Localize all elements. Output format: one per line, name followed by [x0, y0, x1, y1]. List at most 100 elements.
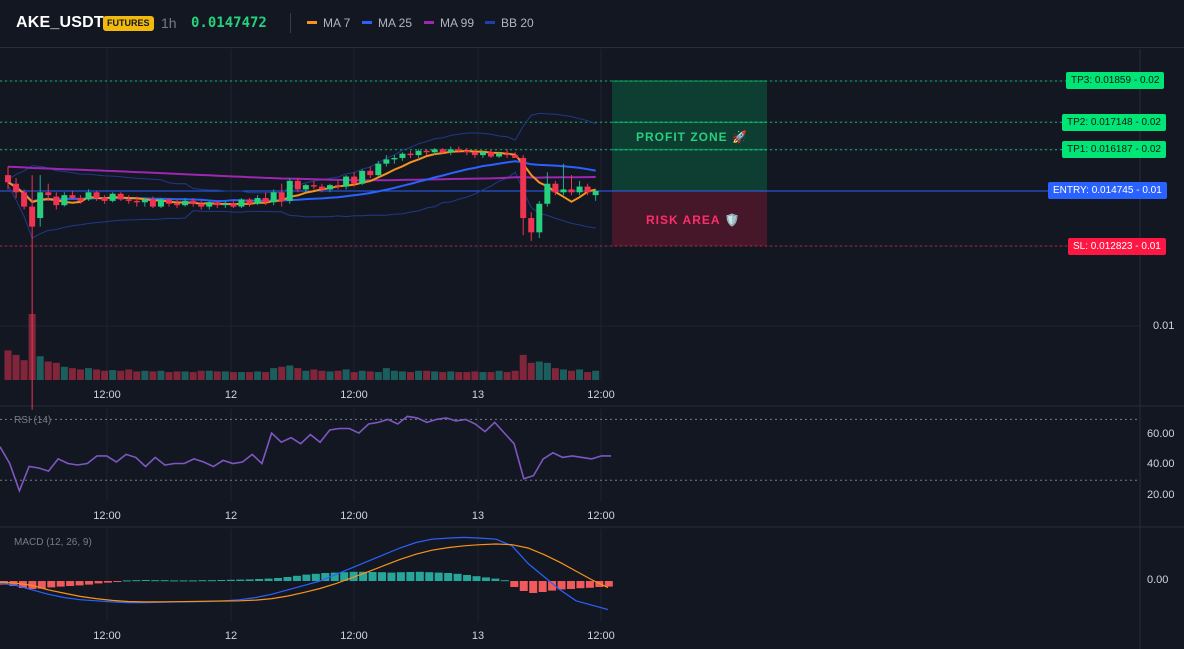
candle-body [262, 198, 269, 203]
candle-body [5, 175, 11, 183]
candle-body [455, 149, 462, 151]
candle-body [560, 189, 567, 193]
timeframe-label[interactable]: 1h [161, 15, 177, 31]
tp2-axis-value: 0.02 [1141, 117, 1161, 128]
macd-hist-bar [349, 571, 358, 581]
candle-body [431, 149, 438, 153]
macd-hist-bar [66, 581, 75, 586]
macd-hist-bar [472, 576, 481, 581]
rsi-title: RSI (14) [14, 415, 52, 426]
macd-hist-bar [151, 580, 160, 582]
volume-bar [262, 372, 270, 380]
macd-time-label: 12:00 [340, 630, 368, 642]
candle-body [512, 155, 519, 158]
macd-hist-bar [567, 581, 575, 589]
macd-hist-bar [444, 573, 453, 581]
macd-hist-bar [529, 581, 538, 593]
tp1-label: TP1: 0.016187 - 0.02 [1062, 141, 1166, 158]
candle-body [21, 192, 28, 207]
volume-bar [237, 372, 245, 380]
volume-bar [535, 361, 543, 380]
volume-bar [568, 370, 575, 380]
rsi-time-label: 12 [224, 510, 238, 522]
rsi-time-label: 12:00 [340, 510, 368, 522]
legend-ma7[interactable]: MA 7 [307, 16, 350, 30]
tp3-label-text: TP3: 0.01859 [1071, 75, 1132, 86]
volume-bar [423, 370, 431, 380]
macd-hist-bar [359, 571, 368, 581]
candle-body [488, 152, 494, 157]
tp3-axis-value: 0.02 [1139, 75, 1160, 86]
risk-area-label: RISK AREA 🛡️ [646, 213, 741, 227]
legend-label-ma25: MA 25 [378, 16, 413, 30]
macd-hist-bar [37, 581, 46, 589]
chart-header: AKE_USDT FUTURES 1h 0.0147472 MA 7 MA 25… [0, 0, 1184, 48]
symbol-title[interactable]: AKE_USDT [16, 14, 104, 31]
volume-bar [278, 366, 286, 380]
volume-bar [310, 369, 318, 380]
volume-bar [189, 372, 197, 380]
candle-body [286, 180, 293, 201]
time-label: 12:00 [340, 389, 368, 401]
volume-bar [374, 372, 382, 380]
volume-bar [559, 369, 567, 380]
volume-bar [117, 370, 125, 380]
sl-axis-value: 0.01 [1141, 241, 1161, 252]
volume-bar [390, 370, 398, 380]
legend-ma99[interactable]: MA 99 [424, 16, 474, 30]
entry-label: ENTRY: 0.014745 - 0.01 [1048, 182, 1167, 199]
macd-hist-bar [189, 580, 197, 582]
volume-bar [4, 350, 12, 380]
volume-bar [229, 372, 237, 380]
macd-time-label: 12 [224, 630, 238, 642]
candle-body [53, 196, 60, 206]
entry-label-text: ENTRY: 0.014745 [1053, 185, 1134, 196]
rsi-tick-60: 60.00 [1147, 428, 1175, 440]
risk-zone [612, 191, 767, 246]
volume-bar [213, 371, 221, 380]
candle-body [117, 193, 124, 200]
candle-body [423, 150, 430, 153]
macd-hist-bar [264, 578, 273, 581]
legend-ma25[interactable]: MA 25 [362, 16, 412, 30]
candle-body [182, 200, 189, 206]
macd-hist-bar [226, 579, 235, 581]
macd-hist-bar [396, 572, 405, 581]
volume-bar [76, 369, 84, 380]
volume-bar [165, 372, 173, 380]
macd-hist-bar [56, 581, 65, 587]
volume-bar [527, 362, 535, 380]
volume-bar [439, 372, 447, 380]
legend-swatch-ma7 [307, 21, 317, 25]
candle-body [479, 152, 486, 156]
volume-bar [270, 368, 278, 380]
entry-axis-value: 0.01 [1142, 185, 1162, 196]
candle-body [166, 199, 172, 204]
volume-bar [44, 361, 52, 380]
legend-label-ma7: MA 7 [323, 16, 351, 30]
volume-bar [584, 372, 592, 380]
macd-hist-bar [368, 572, 377, 581]
legend-swatch-ma99 [424, 21, 434, 25]
candle-body [270, 192, 277, 203]
candle-body [198, 203, 205, 207]
candle-body [520, 157, 527, 219]
legend-bb20[interactable]: BB 20 [485, 16, 534, 30]
volume-bar [254, 371, 262, 380]
volume-bar [342, 369, 350, 380]
bb-lower [7, 171, 596, 239]
volume-bar [52, 362, 60, 380]
macd-hist-bar [132, 580, 141, 582]
macd-time-label: 12:00 [587, 630, 615, 642]
time-label: 12:00 [587, 389, 615, 401]
candle-body [13, 183, 20, 193]
candle-body [318, 186, 325, 190]
volume-bar [326, 371, 334, 380]
macd-hist-bar [198, 580, 207, 582]
macd-hist-bar [207, 580, 216, 582]
candle-body [343, 176, 350, 187]
volume-bar [479, 372, 487, 380]
candle-body [536, 203, 543, 233]
macd-hist-bar [274, 578, 283, 581]
